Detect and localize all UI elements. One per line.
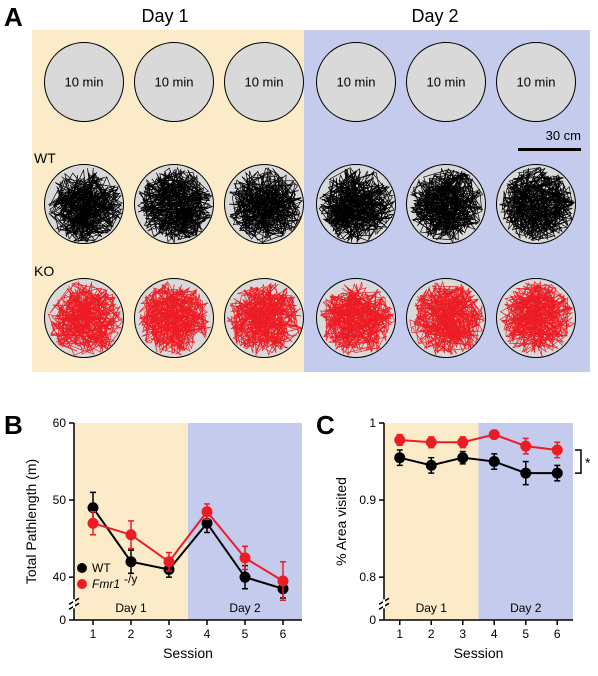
arena-schematic: 10 min: [316, 42, 396, 122]
arena-duration-label: 10 min: [407, 75, 485, 90]
scale-bar: [518, 148, 581, 151]
arena-wt-trace: [316, 164, 396, 244]
svg-text:2: 2: [428, 627, 435, 641]
panel-b-chart: 0 40 50 60 1 2 3 4 5 6 Total Pathlength (m) Session…: [20, 415, 310, 670]
svg-text:1: 1: [396, 627, 403, 641]
svg-text:0.8: 0.8: [359, 570, 376, 584]
svg-text:50: 50: [53, 493, 67, 507]
arena-duration-label: 10 min: [135, 75, 213, 90]
arena-schematic: 10 min: [406, 42, 486, 122]
svg-text:% Area visited: % Area visited: [333, 477, 349, 566]
arena-ko-trace: [496, 278, 576, 358]
svg-text:0.9: 0.9: [359, 493, 376, 507]
svg-text:Day 1: Day 1: [115, 601, 147, 615]
wt-row-label: WT: [34, 150, 56, 166]
svg-text:4: 4: [491, 627, 498, 641]
svg-text:Day 2: Day 2: [510, 601, 542, 615]
arena-ko-trace: [44, 278, 124, 358]
arena-schematic: 10 min: [134, 42, 214, 122]
arena-duration-label: 10 min: [497, 75, 575, 90]
svg-text:6: 6: [554, 627, 561, 641]
svg-text:Day 1: Day 1: [416, 601, 448, 615]
figure: A Day 1 Day 2 WT KO 30 cm B 040506012345…: [0, 0, 598, 676]
arena-schematic: 10 min: [496, 42, 576, 122]
arena-ko-trace: [406, 278, 486, 358]
svg-text:4: 4: [204, 627, 211, 641]
svg-text:1: 1: [90, 627, 97, 641]
svg-text:Fmr1: Fmr1: [92, 577, 120, 591]
svg-text:WT: WT: [92, 561, 111, 575]
svg-text:6: 6: [280, 627, 287, 641]
panel-c-chart: 0 0.8 0.9 1 1 2 3 4 5 6 % Area visited Session Day 1…: [330, 415, 595, 670]
svg-text:0: 0: [369, 613, 376, 627]
arena-wt-trace: [134, 164, 214, 244]
panel-a-label: A: [4, 2, 23, 33]
svg-text:2: 2: [128, 627, 135, 641]
arena-ko-trace: [316, 278, 396, 358]
ko-row-label: KO: [34, 263, 54, 279]
svg-text:Session: Session: [163, 645, 213, 661]
svg-text:60: 60: [53, 416, 67, 430]
arena-wt-trace: [224, 164, 304, 244]
scale-bar-label: 30 cm: [518, 128, 581, 143]
arena-schematic: 10 min: [44, 42, 124, 122]
arena-ko-trace: [134, 278, 214, 358]
arena-duration-label: 10 min: [317, 75, 395, 90]
arena-wt-trace: [496, 164, 576, 244]
svg-text:3: 3: [459, 627, 466, 641]
svg-text:-/y: -/y: [124, 572, 137, 586]
arena-wt-trace: [44, 164, 124, 244]
arena-duration-label: 10 min: [45, 75, 123, 90]
svg-text:3: 3: [166, 627, 173, 641]
svg-text:5: 5: [522, 627, 529, 641]
day1-label: Day 1: [90, 6, 240, 27]
svg-text:Total Pathlength (m): Total Pathlength (m): [23, 459, 39, 584]
svg-text:40: 40: [53, 570, 67, 584]
day2-label: Day 2: [360, 6, 510, 27]
svg-text:Session: Session: [454, 645, 504, 661]
svg-text:1: 1: [369, 416, 376, 430]
svg-text:5: 5: [242, 627, 249, 641]
svg-text:0: 0: [59, 613, 66, 627]
arena-ko-trace: [224, 278, 304, 358]
arena-wt-trace: [406, 164, 486, 244]
svg-text:*: *: [585, 455, 591, 471]
svg-text:Day 2: Day 2: [229, 601, 261, 615]
arena-schematic: 10 min: [224, 42, 304, 122]
arena-duration-label: 10 min: [225, 75, 303, 90]
